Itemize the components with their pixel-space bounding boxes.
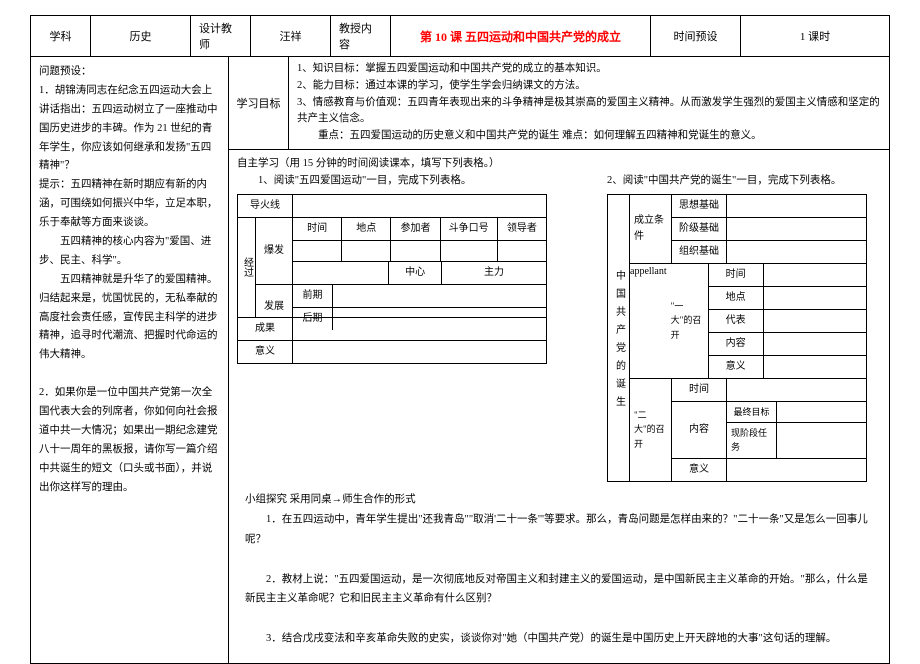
header-time-label: 时间预设 <box>651 16 741 56</box>
objective-1: 1、知识目标：掌握五四爱国运动和中国共产党的成立的基本知识。 <box>297 61 881 78</box>
focus-difficulty: 重点：五四爱国运动的历史意义和中国共产党的诞生 难点：如何理解五四精神和党诞生的… <box>297 128 881 145</box>
t2-f-place: 地点 <box>709 287 764 309</box>
t1-early: 前期 <box>293 285 333 307</box>
self-study-title: 自主学习（用 15 分钟的时间阅读课本，填写下列表格。） <box>237 156 881 173</box>
t2-vtitle: 中国共产党的诞生 <box>608 195 630 481</box>
t1-leader: 领导者 <box>498 218 546 240</box>
header-lesson-title: 第 10 课 五四运动和中国共产党的成立 <box>391 16 651 56</box>
t2-f-place-val <box>764 287 866 309</box>
t1-blank1 <box>293 241 342 261</box>
t2-s-meaning: 意义 <box>672 459 727 481</box>
table1-section: 1、阅读"五四爱国运动"一目，完成下列表格。 导火线 经过 爆发 <box>237 173 547 482</box>
hint-label: 提示： <box>39 179 71 190</box>
header-content-label: 教授内容 <box>331 16 391 56</box>
t1-participant: 参加者 <box>391 218 440 240</box>
ccp-table: 中国共产党的诞生 成立条件 思想基础 阶级基础 组织基础 <box>607 194 867 482</box>
t2-class-val <box>727 218 866 240</box>
t1-blank2 <box>342 241 391 261</box>
t1-time: 时间 <box>293 218 342 240</box>
t2-f-content: 内容 <box>709 333 764 355</box>
t2-cond: 成立条件 <box>630 195 672 263</box>
table2-title: 2、阅读"中国共产党的诞生"一目，完成下列表格。 <box>607 173 867 190</box>
header-subject-value: 历史 <box>91 16 191 56</box>
right-column: 学习目标 1、知识目标：掌握五四爱国运动和中国共产党的成立的基本知识。 2、能力… <box>229 57 889 663</box>
may-fourth-table: 导火线 经过 爆发 时间 <box>237 194 547 364</box>
t2-f-rep: 代表 <box>709 310 764 332</box>
question-2: 2．如果你是一位中国共产党第一次全国代表大会的列席者，你如何向社会报道中共一大情… <box>39 384 220 497</box>
t2-final-val <box>777 402 866 422</box>
t2-f-time-val <box>764 264 866 286</box>
inquiry-title: 小组探究 采用同桌→师生合作的形式 <box>245 490 873 510</box>
table1-title: 1、阅读"五四爱国运动"一目，完成下列表格。 <box>237 173 547 190</box>
t1-fuse-label: 导火线 <box>238 195 293 217</box>
header-subject-label: 学科 <box>31 16 91 56</box>
questions-title: 问题预设： <box>39 63 220 82</box>
t2-current-val <box>777 423 866 458</box>
t2-second: "二大"的召开 <box>630 379 672 481</box>
objectives-label: 学习目标 <box>229 57 289 149</box>
t1-burst-label: 爆发 <box>256 218 293 284</box>
table2-section: 2、阅读"中国共产党的诞生"一目，完成下列表格。 中国共产党的诞生 成立条件 思… <box>607 173 867 482</box>
study-tables-wrapper: 1、阅读"五四爱国运动"一目，完成下列表格。 导火线 经过 爆发 <box>237 173 881 482</box>
t2-thought: 思想基础 <box>672 195 727 217</box>
t1-fuse-value <box>293 195 546 217</box>
spirit-core: 五四精神的核心内容为"爱国、进步、民主、科学"。 <box>39 233 220 271</box>
t1-place: 地点 <box>342 218 391 240</box>
t1-result-label: 成果 <box>238 318 293 340</box>
t1-center: 中心 <box>389 262 442 284</box>
t2-s-content: 内容 <box>672 402 727 458</box>
header-teacher-label: 设计教师 <box>191 16 251 56</box>
header-teacher-value: 汪祥 <box>251 16 331 56</box>
t2-class: 阶级基础 <box>672 218 727 240</box>
header-row: 学科 历史 设计教师 汪祥 教授内容 第 10 课 五四运动和中国共产党的成立 … <box>31 16 889 57</box>
objectives-row: 学习目标 1、知识目标：掌握五四爱国运动和中国共产党的成立的基本知识。 2、能力… <box>229 57 889 150</box>
lesson-plan-container: 学科 历史 设计教师 汪祥 教授内容 第 10 课 五四运动和中国共产党的成立 … <box>30 15 890 664</box>
content-row: 问题预设： 1．胡锦涛同志在纪念五四运动大会上讲话指出：五四运动树立了一座推动中… <box>31 57 889 663</box>
objective-2: 2、能力目标：通过本课的学习，使学生学会归纳课文的方法。 <box>297 78 881 95</box>
t1-blank3 <box>391 241 440 261</box>
t2-first: "一大"的召开 <box>667 264 709 378</box>
hint-text: 提示：五四精神在新时期应有新的内涵，可围绕如何振兴中华，立足本职，乐于奉献等方面… <box>39 176 220 233</box>
t1-meaning-value <box>293 341 546 363</box>
t2-f-rep-val <box>764 310 866 332</box>
t2-s-meaning-val <box>727 459 866 481</box>
t1-blank4 <box>441 241 498 261</box>
question-1: 1．胡锦涛同志在纪念五四运动大会上讲话指出：五四运动树立了一座推动中国历史进步的… <box>39 82 220 176</box>
inquiry-section: 小组探究 采用同桌→师生合作的形式 1．在五四运动中，青年学生提出"还我青岛""… <box>237 482 881 658</box>
t2-f-content-val <box>764 333 866 355</box>
t1-process-label: 经过 <box>238 218 256 317</box>
t1-blank5 <box>498 241 546 261</box>
t2-current: 现阶段任务 <box>727 423 777 458</box>
t1-blank6 <box>293 262 389 284</box>
t2-org: 组织基础 <box>672 241 727 263</box>
inquiry-q2: 2．教材上说："五四爱国运动，是一次彻底地反对帝国主义和封建主义的爱国运动，是中… <box>245 570 873 610</box>
t2-org-val <box>727 241 866 263</box>
t1-meaning-label: 意义 <box>238 341 293 363</box>
t2-f-meaning-val <box>764 356 866 378</box>
t1-slogan: 斗争口号 <box>441 218 498 240</box>
header-time-value: 1 课时 <box>741 16 889 56</box>
spirit-summary: 五四精神就是升华了的爱国精神。 归结起来是，忧国忧民的，无私奉献的高度社会责任感… <box>39 271 220 365</box>
t1-early-val <box>333 285 546 307</box>
self-study-section: 自主学习（用 15 分钟的时间阅读课本，填写下列表格。） 1、阅读"五四爱国运动… <box>229 150 889 663</box>
t2-thought-val <box>727 195 866 217</box>
t2-final: 最终目标 <box>727 402 777 422</box>
objective-3: 3、情感教育与价值观：五四青年表现出来的斗争精神是极其崇高的爱国主义精神。从而激… <box>297 95 881 129</box>
t2-s-time-val <box>727 379 866 401</box>
t2-f-time: 时间 <box>709 264 764 286</box>
objectives-content: 1、知识目标：掌握五四爱国运动和中国共产党的成立的基本知识。 2、能力目标：通过… <box>289 57 889 149</box>
questions-column: 问题预设： 1．胡锦涛同志在纪念五四运动大会上讲话指出：五四运动树立了一座推动中… <box>31 57 229 663</box>
t2-s-time: 时间 <box>672 379 727 401</box>
t1-mainforce: 主力 <box>442 262 546 284</box>
t1-result-value <box>293 318 546 340</box>
inquiry-q1: 1．在五四运动中，青年学生提出"还我青岛""取消'二十一条'"等要求。那么，青岛… <box>245 510 873 550</box>
inquiry-q3: 3．结合戊戌变法和辛亥革命失败的史实，谈谈你对"她（中国共产党）的诞生是中国历史… <box>245 629 873 649</box>
t2-f-meaning: 意义 <box>709 356 764 378</box>
